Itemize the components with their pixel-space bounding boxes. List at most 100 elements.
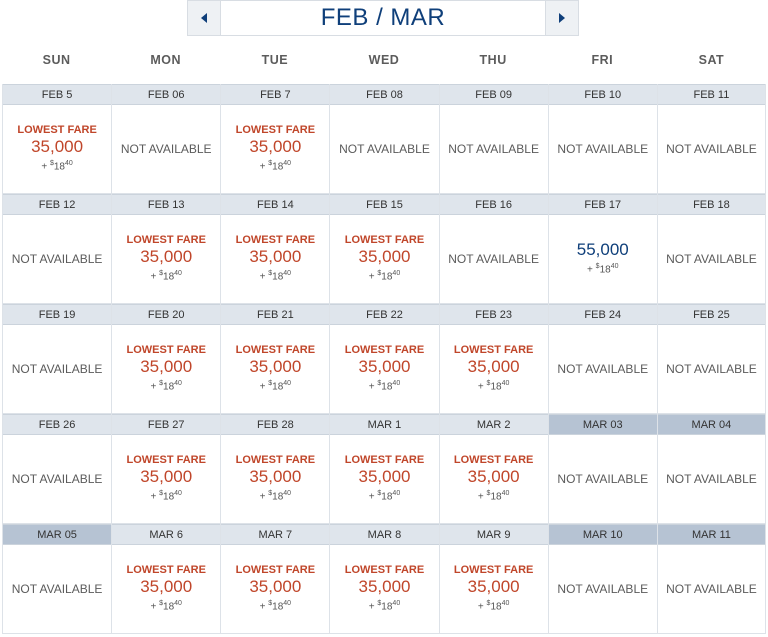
next-month-button[interactable]: [545, 1, 578, 35]
calendar-day-cell[interactable]: MAR 6 LOWEST FARE 35,000 + $1840: [111, 524, 221, 634]
calendar-day-cell[interactable]: FEB 21 LOWEST FARE 35,000 + $1840: [220, 304, 330, 414]
not-available-label: NOT AVAILABLE: [11, 472, 103, 486]
day-fare-body: NOT AVAILABLE: [330, 105, 438, 193]
day-fare-body: 55,000 + $1840: [549, 215, 657, 303]
calendar-day-cell: FEB 10 NOT AVAILABLE: [547, 84, 657, 194]
not-available-label: NOT AVAILABLE: [11, 582, 103, 596]
fare-points[interactable]: 35,000: [358, 246, 411, 266]
fare-points[interactable]: 35,000: [31, 136, 84, 156]
fee-plus: +: [477, 491, 484, 503]
fee-cents: 40: [174, 379, 182, 387]
fare-points[interactable]: 35,000: [467, 356, 520, 376]
fare-fee: + $1840: [260, 597, 291, 614]
day-fare-body: NOT AVAILABLE: [549, 545, 657, 633]
day-fare-body: NOT AVAILABLE: [440, 105, 548, 193]
fare-calendar: SUN MON TUE WED THU FRI SAT FEB 5 LOWEST …: [2, 36, 766, 634]
day-date-header: FEB 08: [330, 84, 439, 105]
fee-currency: $: [486, 379, 491, 387]
day-fare-body: LOWEST FARE 35,000 + $1840: [221, 215, 329, 303]
fare-points[interactable]: 35,000: [140, 246, 193, 266]
calendar-day-cell[interactable]: MAR 7 LOWEST FARE 35,000 + $1840: [220, 524, 330, 634]
not-available-label: NOT AVAILABLE: [448, 142, 539, 156]
calendar-day-cell[interactable]: FEB 14 LOWEST FARE 35,000 + $1840: [220, 194, 330, 304]
day-date-header: FEB 22: [330, 304, 439, 325]
fare-points[interactable]: 55,000: [576, 240, 629, 260]
fare-points[interactable]: 35,000: [249, 136, 302, 156]
day-of-week-sat: SAT: [698, 53, 725, 67]
fee-amount: 18: [163, 601, 175, 613]
calendar-day-cell: MAR 04 NOT AVAILABLE: [656, 414, 766, 524]
day-of-week-mon: MON: [150, 53, 182, 67]
day-date-header: FEB 11: [657, 84, 765, 105]
day-of-week-sun: SUN: [42, 53, 71, 67]
calendar-day-cell: FEB 25 NOT AVAILABLE: [656, 304, 766, 414]
calendar-day-cell[interactable]: MAR 1 LOWEST FARE 35,000 + $1840: [329, 414, 439, 524]
calendar-day-cell[interactable]: FEB 15 LOWEST FARE 35,000 + $1840: [329, 194, 439, 304]
day-fare-body: LOWEST FARE 35,000 + $1840: [330, 325, 438, 413]
fare-points[interactable]: 35,000: [140, 466, 193, 486]
fare-points[interactable]: 35,000: [358, 576, 411, 596]
fare-points[interactable]: 35,000: [467, 466, 520, 486]
not-available-label: NOT AVAILABLE: [557, 472, 649, 486]
fare-points[interactable]: 35,000: [249, 576, 302, 596]
day-fare-body: NOT AVAILABLE: [658, 105, 765, 193]
not-available-label: NOT AVAILABLE: [120, 142, 212, 156]
calendar-day-cell[interactable]: FEB 27 LOWEST FARE 35,000 + $1840: [111, 414, 221, 524]
day-date-header: MAR 1: [330, 414, 439, 435]
fare-points[interactable]: 35,000: [140, 576, 193, 596]
day-fare-body: LOWEST FARE 35,000 + $1840: [440, 325, 548, 413]
calendar-day-cell: FEB 19 NOT AVAILABLE: [2, 304, 112, 414]
calendar-day-cell[interactable]: FEB 5 LOWEST FARE 35,000 + $1840: [2, 84, 112, 194]
month-navigator: FEB / MAR: [187, 0, 579, 36]
left-triangle-icon: [201, 13, 207, 23]
fee-cents: 40: [392, 489, 401, 497]
calendar-day-cell[interactable]: MAR 2 LOWEST FARE 35,000 + $1840: [438, 414, 548, 524]
fee-plus: +: [150, 271, 157, 283]
day-fare-body: LOWEST FARE 35,000 + $1840: [112, 325, 220, 413]
calendar-day-cell[interactable]: MAR 8 LOWEST FARE 35,000 + $1840: [329, 524, 439, 634]
fee-amount: 18: [381, 491, 393, 503]
day-date-header: FEB 28: [221, 414, 330, 435]
calendar-day-cell[interactable]: FEB 13 LOWEST FARE 35,000 + $1840: [111, 194, 221, 304]
prev-month-button[interactable]: [188, 1, 221, 35]
calendar-day-cell[interactable]: FEB 7 LOWEST FARE 35,000 + $1840: [220, 84, 330, 194]
fee-cents: 40: [174, 489, 182, 497]
fare-points[interactable]: 35,000: [358, 466, 411, 486]
calendar-day-cell[interactable]: MAR 9 LOWEST FARE 35,000 + $1840: [438, 524, 548, 634]
day-fare-body: LOWEST FARE 35,000 + $1840: [440, 435, 548, 523]
day-date-header: FEB 17: [548, 194, 657, 215]
fee-amount: 18: [381, 271, 393, 283]
day-date-header: FEB 25: [657, 304, 765, 325]
lowest-fare-label: LOWEST FARE: [235, 453, 316, 466]
calendar-day-cell[interactable]: FEB 22 LOWEST FARE 35,000 + $1840: [329, 304, 439, 414]
lowest-fare-label: LOWEST FARE: [453, 453, 534, 466]
day-date-header: FEB 21: [221, 304, 330, 325]
day-date-header: MAR 7: [221, 524, 330, 545]
fare-points[interactable]: 35,000: [467, 576, 520, 596]
day-of-week-thu: THU: [479, 53, 507, 67]
calendar-day-cell: MAR 05 NOT AVAILABLE: [2, 524, 112, 634]
calendar-day-cell[interactable]: FEB 17 55,000 + $1840: [547, 194, 657, 304]
fare-points[interactable]: 35,000: [249, 356, 302, 376]
day-fare-body: NOT AVAILABLE: [3, 215, 111, 303]
fee-currency: $: [268, 269, 273, 277]
fee-plus: +: [150, 381, 157, 393]
day-fare-body: LOWEST FARE 35,000 + $1840: [112, 435, 220, 523]
fee-cents: 40: [283, 379, 292, 387]
not-available-label: NOT AVAILABLE: [666, 252, 757, 266]
fare-points[interactable]: 35,000: [358, 356, 411, 376]
fare-points[interactable]: 35,000: [140, 356, 193, 376]
fare-fee: + $1840: [369, 267, 400, 284]
not-available-label: NOT AVAILABLE: [666, 472, 757, 486]
lowest-fare-label: LOWEST FARE: [453, 343, 534, 356]
fare-points[interactable]: 35,000: [249, 246, 302, 266]
day-fare-body: LOWEST FARE 35,000 + $1840: [330, 215, 438, 303]
calendar-day-cell[interactable]: FEB 20 LOWEST FARE 35,000 + $1840: [111, 304, 221, 414]
fee-currency: $: [595, 263, 600, 271]
fee-currency: $: [486, 599, 491, 607]
not-available-label: NOT AVAILABLE: [11, 252, 103, 266]
calendar-day-cell[interactable]: FEB 23 LOWEST FARE 35,000 + $1840: [438, 304, 548, 414]
fare-points[interactable]: 35,000: [249, 466, 302, 486]
fare-fee: + $1840: [260, 267, 291, 284]
calendar-day-cell[interactable]: FEB 28 LOWEST FARE 35,000 + $1840: [220, 414, 330, 524]
